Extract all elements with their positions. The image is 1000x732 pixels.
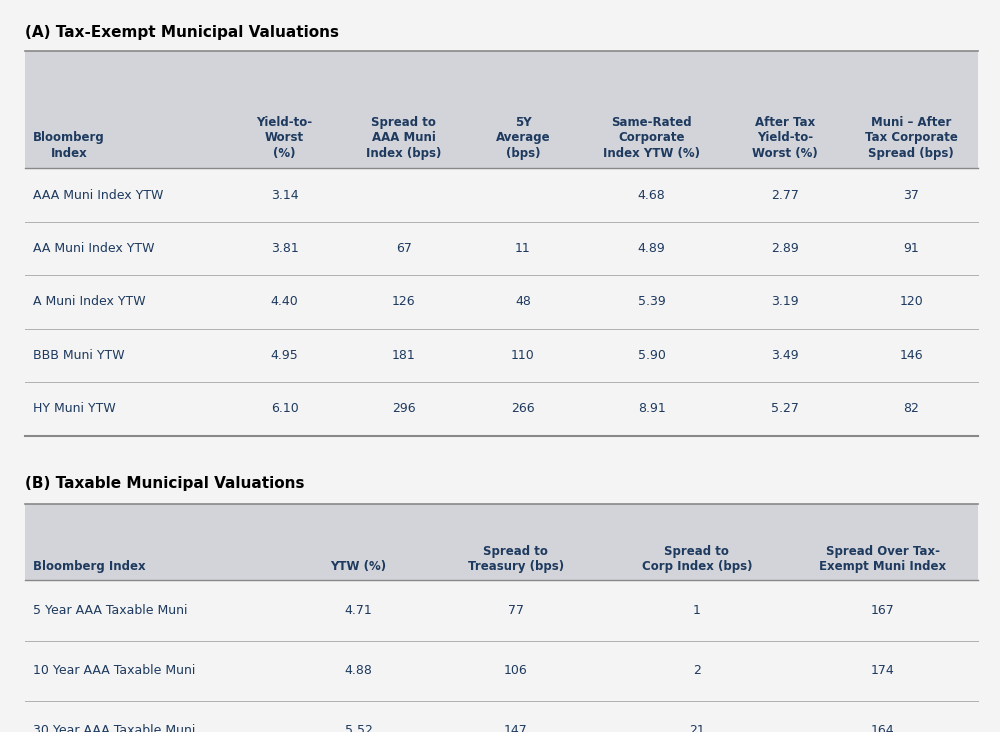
Text: AAA Muni Index YTW: AAA Muni Index YTW — [33, 189, 163, 201]
Text: 48: 48 — [515, 296, 531, 308]
Text: 266: 266 — [511, 403, 535, 415]
Bar — [25, 504, 978, 580]
Text: 10 Year AAA Taxable Muni: 10 Year AAA Taxable Muni — [33, 664, 195, 677]
Text: 5.90: 5.90 — [638, 349, 666, 362]
Text: 4.89: 4.89 — [638, 242, 665, 255]
Text: 2.77: 2.77 — [771, 189, 799, 201]
Text: 5.39: 5.39 — [638, 296, 665, 308]
Text: 21: 21 — [689, 724, 705, 732]
Text: Spread to
Treasury (bps): Spread to Treasury (bps) — [468, 545, 564, 573]
Text: 5 Year AAA Taxable Muni: 5 Year AAA Taxable Muni — [33, 604, 188, 617]
Text: HY Muni YTW: HY Muni YTW — [33, 403, 116, 415]
Text: Spread to
AAA Muni
Index (bps): Spread to AAA Muni Index (bps) — [366, 116, 442, 160]
Bar — [25, 168, 978, 222]
Text: YTW (%): YTW (%) — [330, 560, 387, 573]
Text: (A) Tax-Exempt Municipal Valuations: (A) Tax-Exempt Municipal Valuations — [25, 25, 339, 40]
Bar — [25, 51, 978, 168]
Bar — [25, 329, 978, 382]
Text: 120: 120 — [899, 296, 923, 308]
Text: 110: 110 — [511, 349, 535, 362]
Text: 296: 296 — [392, 403, 416, 415]
Text: 3.14: 3.14 — [271, 189, 299, 201]
Text: 4.40: 4.40 — [271, 296, 299, 308]
Text: 37: 37 — [903, 189, 919, 201]
Text: Muni – After
Tax Corporate
Spread (bps): Muni – After Tax Corporate Spread (bps) — [865, 116, 958, 160]
Text: 5.27: 5.27 — [771, 403, 799, 415]
Bar — [25, 701, 978, 732]
Text: 77: 77 — [508, 604, 524, 617]
Text: Spread to
Corp Index (bps): Spread to Corp Index (bps) — [642, 545, 752, 573]
Text: 11: 11 — [515, 242, 531, 255]
Text: 126: 126 — [392, 296, 416, 308]
Text: 4.68: 4.68 — [638, 189, 665, 201]
Text: 106: 106 — [504, 664, 528, 677]
Text: 4.95: 4.95 — [271, 349, 299, 362]
Text: Yield-to-
Worst
(%): Yield-to- Worst (%) — [257, 116, 313, 160]
Text: 174: 174 — [871, 664, 895, 677]
Text: 8.91: 8.91 — [638, 403, 665, 415]
Text: 67: 67 — [396, 242, 412, 255]
Text: 6.10: 6.10 — [271, 403, 299, 415]
Text: 164: 164 — [871, 724, 895, 732]
Text: BBB Muni YTW: BBB Muni YTW — [33, 349, 125, 362]
Text: 2.89: 2.89 — [771, 242, 799, 255]
Text: 2: 2 — [693, 664, 701, 677]
Text: 82: 82 — [903, 403, 919, 415]
Text: 3.81: 3.81 — [271, 242, 299, 255]
Text: (B) Taxable Municipal Valuations: (B) Taxable Municipal Valuations — [25, 476, 304, 490]
Text: 181: 181 — [392, 349, 416, 362]
Text: 4.88: 4.88 — [345, 664, 372, 677]
Bar — [25, 580, 978, 640]
Bar — [25, 275, 978, 329]
Bar — [25, 222, 978, 275]
Text: Spread Over Tax-
Exempt Muni Index: Spread Over Tax- Exempt Muni Index — [819, 545, 946, 573]
Text: 146: 146 — [899, 349, 923, 362]
Text: 91: 91 — [903, 242, 919, 255]
Text: A Muni Index YTW: A Muni Index YTW — [33, 296, 146, 308]
Bar — [25, 382, 978, 436]
Text: 5Y
Average
(bps): 5Y Average (bps) — [496, 116, 550, 160]
Text: 30 Year AAA Taxable Muni: 30 Year AAA Taxable Muni — [33, 724, 195, 732]
Text: Same-Rated
Corporate
Index YTW (%): Same-Rated Corporate Index YTW (%) — [603, 116, 700, 160]
Text: 4.71: 4.71 — [345, 604, 372, 617]
Bar — [25, 640, 978, 701]
Text: Bloomberg Index: Bloomberg Index — [33, 560, 146, 573]
Text: 5.52: 5.52 — [345, 724, 372, 732]
Text: 147: 147 — [504, 724, 528, 732]
Text: After Tax
Yield-to-
Worst (%): After Tax Yield-to- Worst (%) — [752, 116, 818, 160]
Text: 3.19: 3.19 — [771, 296, 799, 308]
Text: Bloomberg
Index: Bloomberg Index — [33, 131, 105, 160]
Text: AA Muni Index YTW: AA Muni Index YTW — [33, 242, 154, 255]
Text: 3.49: 3.49 — [771, 349, 799, 362]
Text: 167: 167 — [871, 604, 895, 617]
Text: 1: 1 — [693, 604, 701, 617]
